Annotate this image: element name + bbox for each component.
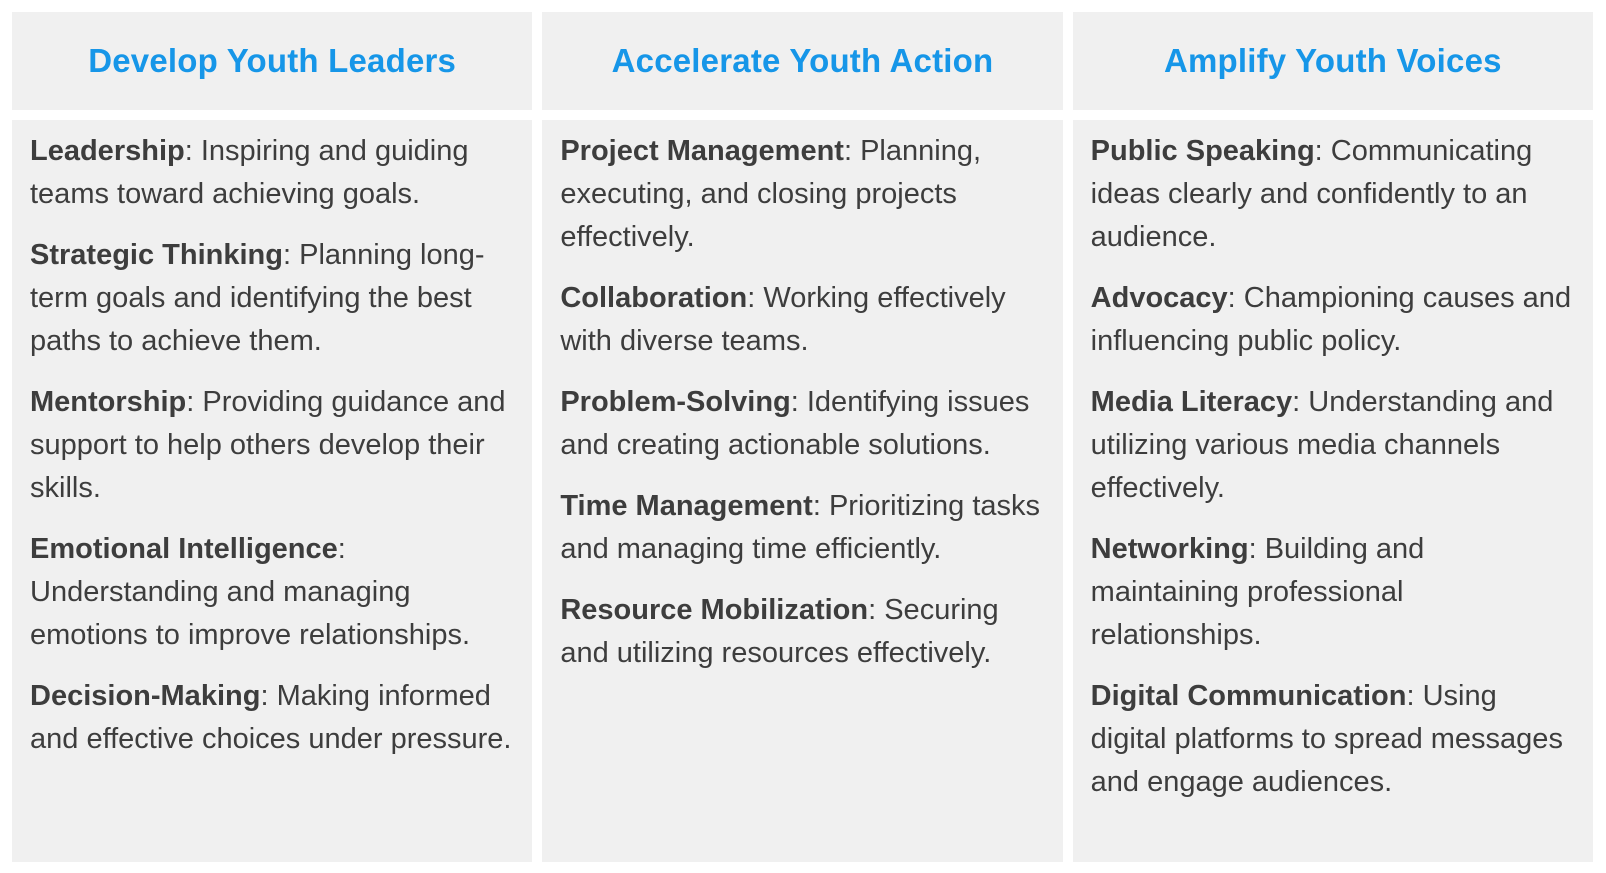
skill-description: Planning, executing, and closing project… — [560, 135, 982, 253]
skill-item: Collaboration: Working effectively with … — [560, 277, 1044, 363]
skill-separator: : — [747, 282, 764, 314]
skill-separator: : — [186, 386, 203, 418]
skill-item: Project Management: Planning, executing,… — [560, 130, 1044, 259]
skill-term: Public Speaking — [1090, 135, 1315, 167]
skill-term: Mentorship — [30, 386, 187, 418]
skill-description: Identifying issues and creating actionab… — [560, 386, 1030, 461]
skill-separator: : — [1406, 680, 1423, 712]
skill-separator: : — [260, 680, 277, 712]
skill-term: Problem-Solving — [560, 386, 791, 418]
column-header-title: Accelerate Youth Action — [611, 42, 994, 79]
column-body-cell: Leadership: Inspiring and guiding teams … — [12, 120, 533, 862]
skill-separator: : — [868, 594, 885, 626]
skill-separator: : — [282, 239, 300, 271]
skill-item: Strategic Thinking: Planning long-term g… — [30, 234, 514, 363]
skill-item: Networking: Building and maintaining pro… — [1091, 528, 1575, 657]
skill-item: Mentorship: Providing guidance and suppo… — [30, 381, 514, 510]
skill-description: Making informed and effective choices un… — [30, 680, 512, 755]
column-body-cell: Public Speaking: Communicating ideas cle… — [1072, 120, 1593, 862]
skill-item: Public Speaking: Communicating ideas cle… — [1091, 130, 1575, 259]
skill-term: Decision-Making — [30, 680, 261, 712]
skill-description: Understanding and managing emotions to i… — [30, 576, 471, 651]
skill-description: Providing guidance and support to help o… — [30, 386, 506, 504]
skill-term: Advocacy — [1090, 282, 1228, 314]
skill-description: Planning long-term goals and identifying… — [30, 239, 485, 357]
skill-description: Securing and utilizing resources effecti… — [560, 594, 999, 669]
skill-term: Media Literacy — [1090, 386, 1293, 418]
column-header-cell: Develop Youth Leaders — [12, 12, 533, 110]
column-header-cell: Amplify Youth Voices — [1072, 12, 1593, 110]
skill-item: Resource Mobilization: Securing and util… — [560, 589, 1044, 675]
skill-item: Time Management: Prioritizing tasks and … — [560, 485, 1044, 571]
skill-separator: : — [1227, 282, 1244, 314]
skill-term: Networking — [1090, 533, 1249, 565]
skill-item: Decision-Making: Making informed and eff… — [30, 675, 514, 761]
skill-term: Strategic Thinking — [30, 239, 283, 271]
skill-description: Championing causes and influencing publi… — [1090, 282, 1572, 357]
skill-term: Emotional Intelligence — [30, 533, 338, 565]
skill-term: Resource Mobilization — [560, 594, 869, 626]
column-body-cell: Project Management: Planning, executing,… — [542, 120, 1063, 862]
skill-item: Leadership: Inspiring and guiding teams … — [30, 130, 514, 216]
skill-separator: : — [1248, 533, 1265, 565]
skill-separator: : — [812, 490, 829, 522]
skill-separator: : — [843, 135, 861, 167]
skill-term: Project Management — [560, 135, 844, 167]
skill-separator: : — [337, 533, 346, 565]
skill-item: Advocacy: Championing causes and influen… — [1091, 277, 1575, 363]
column-header-title: Amplify Youth Voices — [1163, 42, 1502, 79]
column-header-title: Develop Youth Leaders — [88, 42, 457, 79]
skill-description: Using digital platforms to spread messag… — [1090, 680, 1563, 798]
skill-separator: : — [790, 386, 807, 418]
skill-item: Digital Communication: Using digital pla… — [1091, 675, 1575, 804]
skill-description: Prioritizing tasks and managing time eff… — [560, 490, 1041, 565]
skill-term: Time Management — [560, 490, 813, 522]
skill-description: Building and maintaining professional re… — [1090, 533, 1425, 651]
skill-term: Leadership — [30, 135, 185, 167]
skill-item: Problem-Solving: Identifying issues and … — [560, 381, 1044, 467]
skill-description: Understanding and utilizing various medi… — [1090, 386, 1554, 504]
skill-term: Digital Communication — [1090, 680, 1407, 712]
skill-description: Communicating ideas clearly and confiden… — [1090, 135, 1533, 253]
skill-description: Working effectively with diverse teams. — [560, 282, 1006, 357]
skill-item: Media Literacy: Understanding and utiliz… — [1091, 381, 1575, 510]
skill-description: Inspiring and guiding teams toward achie… — [30, 135, 469, 210]
skills-table: Develop Youth Leaders Accelerate Youth A… — [12, 12, 1593, 862]
skill-separator: : — [184, 135, 201, 167]
skill-separator: : — [1292, 386, 1309, 418]
skill-item: Emotional Intelligence: Understanding an… — [30, 528, 514, 657]
column-header-cell: Accelerate Youth Action — [542, 12, 1063, 110]
skill-separator: : — [1314, 135, 1331, 167]
skill-term: Collaboration — [560, 282, 748, 314]
